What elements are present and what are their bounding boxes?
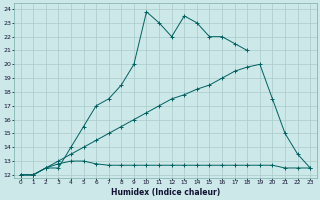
- X-axis label: Humidex (Indice chaleur): Humidex (Indice chaleur): [111, 188, 220, 197]
